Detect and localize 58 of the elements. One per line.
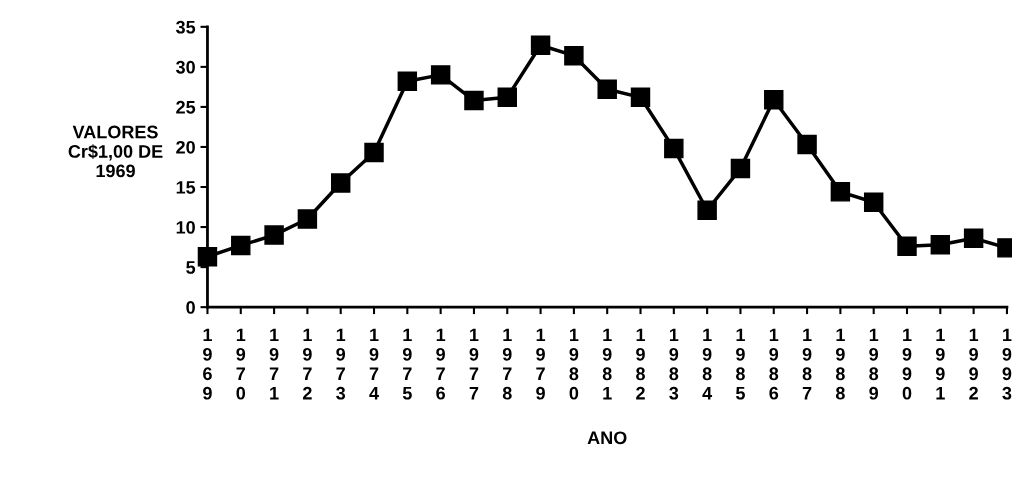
x-tick-label: 1980 [569,328,579,400]
x-tick-label: 1971 [269,328,279,400]
x-tick-label: 1976 [436,328,446,400]
x-tick-label: 1985 [735,328,745,400]
point [297,209,318,229]
point [730,158,751,179]
y-tick-label: 5 [186,261,196,274]
x-tick-label: 1990 [902,328,912,400]
x-tick-label: 1986 [769,328,779,400]
x-tick-label: 1979 [536,328,546,400]
point [764,89,784,110]
x-tick-label: 1992 [969,328,979,400]
point [564,45,584,66]
point [830,182,851,202]
point [231,235,251,256]
x-tick-label: 1972 [303,328,312,400]
x-tick-label: 1973 [336,328,346,400]
x-tick-label: 1974 [369,328,379,400]
y-tick-label: 15 [176,181,196,194]
x-tick-label: 1993 [1002,328,1012,400]
x-tick-label: 1988 [835,328,845,400]
x-tick-label: 1983 [669,328,679,400]
x-tick-label: 1977 [469,328,479,400]
point [530,35,551,55]
point [597,79,617,100]
y-tick-label: 30 [175,60,195,74]
point [797,134,817,155]
x-tick-label: 1989 [869,328,879,400]
x-tick-label: 1984 [702,328,713,400]
x-tick-label: 1981 [602,328,612,400]
x-tick-label: 1982 [636,328,646,400]
x-tick-label: 1978 [502,328,512,400]
y-tick-label: 35 [175,20,196,34]
y-tick-label: 10 [176,220,195,234]
x-tick-label: 1970 [236,328,246,400]
point [397,71,418,92]
x-tick-label: 1975 [402,328,412,400]
x-axis-title: ANO [587,431,627,445]
x-tick-label: 1991 [935,328,945,400]
point [330,173,351,193]
point [963,228,984,248]
point [630,87,651,108]
point [697,200,717,220]
point [364,142,384,163]
point [930,234,951,255]
y-tick-label: 20 [176,140,195,154]
point [464,90,484,111]
y-tick-label: 25 [176,100,196,114]
x-tick-label: 1969 [203,328,212,400]
point [664,138,684,159]
point [863,192,884,212]
y-axis-title: VALORES Cr$1,00 DE 1969 [68,125,163,178]
point [497,87,517,108]
point [264,225,284,245]
point [430,65,451,85]
x-tick-label: 1987 [802,328,812,400]
point [897,236,917,257]
y-tick-label: 0 [186,301,195,314]
